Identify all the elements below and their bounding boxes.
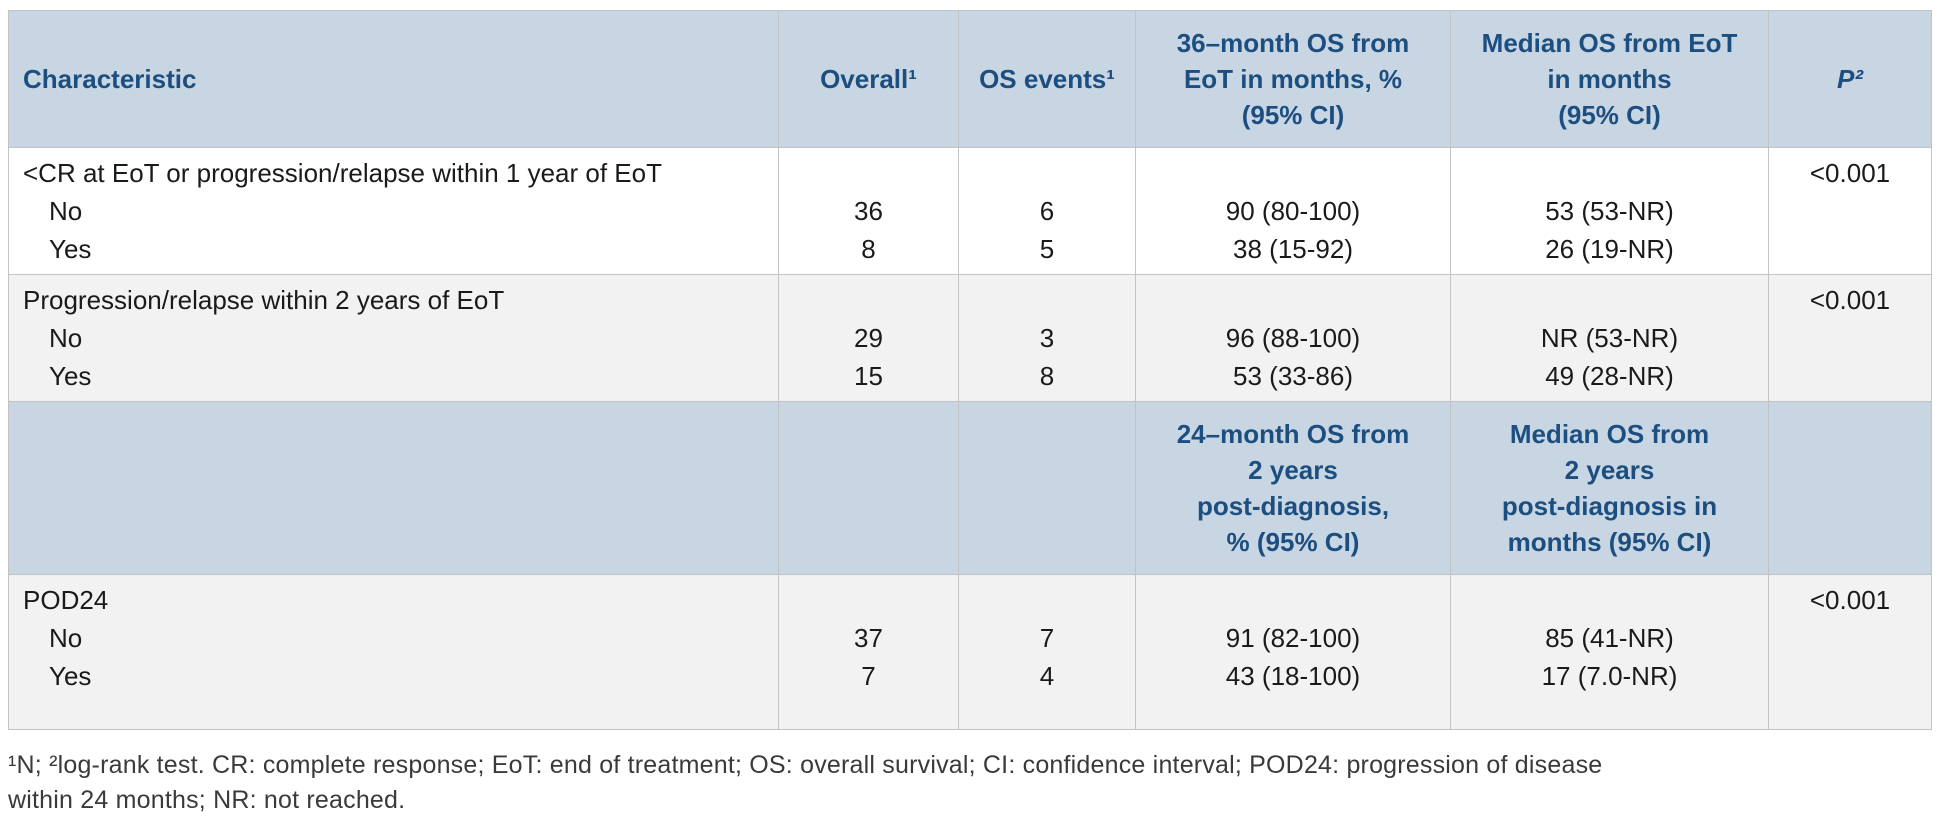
spacer — [789, 154, 948, 192]
overall-cell: 29 15 — [778, 274, 959, 402]
os-events-value: 4 — [1039, 661, 1055, 691]
table-footnote: ¹N; ²log-rank test. CR: complete respons… — [8, 751, 1603, 814]
spacer — [789, 581, 948, 619]
p-value-cell: <0.001 — [1768, 147, 1932, 275]
spacer — [969, 581, 1125, 619]
os-events-value: 3 — [1039, 323, 1055, 353]
overall-cell: 37 7 — [778, 574, 959, 730]
overall-value: 15 — [854, 361, 883, 391]
overall-cell: 36 8 — [778, 147, 959, 275]
table-header-row: Characteristic Overall¹ OS events¹ 36–mo… — [8, 10, 1932, 148]
characteristic-cell: Progression/relapse within 2 years of Eo… — [8, 274, 779, 402]
header-os-events: OS events¹ — [958, 10, 1136, 148]
row-group-pod24: POD24 No Yes 37 7 7 4 91 (82-100) 43 (18… — [8, 574, 1932, 730]
median-os-value: 26 (19-NR) — [1545, 234, 1674, 264]
os-36mo-value: 90 (80-100) — [1225, 196, 1361, 226]
median-os-value: 85 (41-NR) — [1545, 623, 1674, 653]
spacer — [1461, 154, 1758, 192]
row-label-yes: Yes — [49, 234, 92, 264]
survival-outcomes-table: Characteristic Overall¹ OS events¹ 36–mo… — [8, 10, 1932, 730]
os-events-value: 6 — [1039, 196, 1055, 226]
overall-value: 8 — [861, 234, 876, 264]
os-events-cell: 7 4 — [958, 574, 1136, 730]
characteristic-cell: <CR at EoT or progression/relapse within… — [8, 147, 779, 275]
header-overall: Overall¹ — [778, 10, 959, 148]
median-os-cell: NR (53-NR) 49 (28-NR) — [1450, 274, 1769, 402]
p-value: <0.001 — [1809, 585, 1891, 615]
header-36-month-os: 36–month OS from EoT in months, % (95% C… — [1135, 10, 1451, 148]
spacer — [969, 281, 1125, 319]
os-24mo-cell: 91 (82-100) 43 (18-100) — [1135, 574, 1451, 730]
median-os-value: NR (53-NR) — [1540, 323, 1679, 353]
os-36mo-value: 96 (88-100) — [1225, 323, 1361, 353]
overall-value: 29 — [854, 323, 883, 353]
characteristic-cell: POD24 No Yes — [8, 574, 779, 730]
row-group-progression-2yr: Progression/relapse within 2 years of Eo… — [8, 274, 1932, 402]
median-os-cell: 85 (41-NR) 17 (7.0-NR) — [1450, 574, 1769, 730]
spacer — [1461, 581, 1758, 619]
os-36mo-cell: 90 (80-100) 38 (15-92) — [1135, 147, 1451, 275]
header-p-value: P² — [1768, 10, 1932, 148]
os-events-value: 7 — [1039, 623, 1055, 653]
overall-value: 37 — [854, 623, 883, 653]
spacer — [789, 281, 948, 319]
group-label: POD24 — [23, 585, 109, 615]
p-value: <0.001 — [1809, 158, 1891, 188]
median-os-value: 53 (53-NR) — [1545, 196, 1674, 226]
spacer — [1461, 281, 1758, 319]
p-value-cell: <0.001 — [1768, 274, 1932, 402]
spacer — [969, 154, 1125, 192]
spacer — [1146, 281, 1440, 319]
os-36mo-cell: 96 (88-100) 53 (33-86) — [1135, 274, 1451, 402]
median-os-value: 49 (28-NR) — [1545, 361, 1674, 391]
os-events-cell: 6 5 — [958, 147, 1136, 275]
row-group-cr-at-eot: <CR at EoT or progression/relapse within… — [8, 147, 1932, 275]
overall-value: 36 — [854, 196, 883, 226]
row-label-no: No — [49, 196, 83, 226]
header-median-os: Median OS from EoT in months (95% CI) — [1450, 10, 1769, 148]
os-36mo-value: 38 (15-92) — [1233, 234, 1353, 264]
empty-header-cell — [778, 401, 959, 575]
empty-header-cell — [958, 401, 1136, 575]
group-label: <CR at EoT or progression/relapse within… — [23, 158, 662, 188]
empty-header-cell — [1768, 401, 1932, 575]
os-24mo-value: 91 (82-100) — [1225, 623, 1361, 653]
p-value-cell: <0.001 — [1768, 574, 1932, 730]
p-value: <0.001 — [1809, 285, 1891, 315]
row-label-yes: Yes — [49, 661, 92, 691]
os-events-cell: 3 8 — [958, 274, 1136, 402]
spacer — [1146, 154, 1440, 192]
os-24mo-value: 43 (18-100) — [1225, 661, 1361, 691]
row-label-yes: Yes — [49, 361, 92, 391]
empty-header-cell — [8, 401, 779, 575]
os-36mo-value: 53 (33-86) — [1233, 361, 1353, 391]
os-events-value: 8 — [1039, 361, 1055, 391]
header-median-os-2yr: Median OS from 2 years post-diagnosis in… — [1450, 401, 1769, 575]
row-label-no: No — [49, 623, 83, 653]
mid-header-row: 24–month OS from 2 years post-diagnosis,… — [8, 401, 1932, 575]
overall-value: 7 — [861, 661, 876, 691]
header-characteristic: Characteristic — [8, 10, 779, 148]
spacer — [1146, 581, 1440, 619]
os-events-value: 5 — [1039, 234, 1055, 264]
group-label: Progression/relapse within 2 years of Eo… — [23, 285, 505, 315]
row-label-no: No — [49, 323, 83, 353]
median-os-cell: 53 (53-NR) 26 (19-NR) — [1450, 147, 1769, 275]
header-24-month-os: 24–month OS from 2 years post-diagnosis,… — [1135, 401, 1451, 575]
median-os-value: 17 (7.0-NR) — [1541, 661, 1678, 691]
